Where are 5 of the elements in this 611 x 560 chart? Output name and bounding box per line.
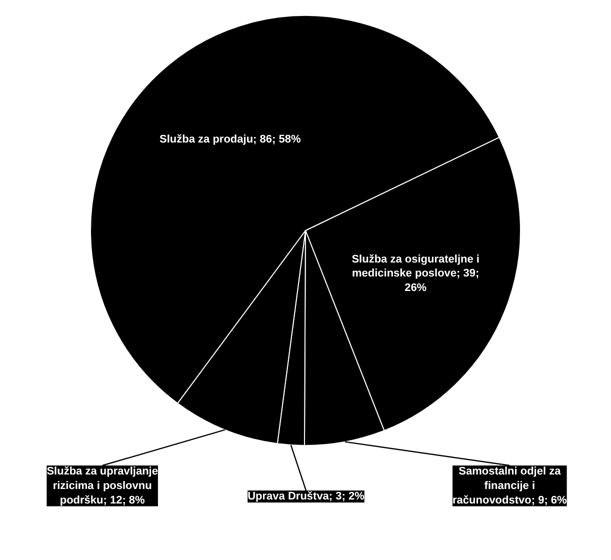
slice-label: Služba za prodaju; 86; 58%: [160, 133, 301, 146]
slice-label: Služba za osigurateljne i medicinske poslove; 39; 26%: [352, 253, 480, 294]
slice-label: Uprava Društva; 3; 2%: [248, 490, 365, 502]
slice-label: Služba za upravljanje rizicima i poslovnu podršku; 12; 8%: [46, 466, 158, 506]
slice-label: Samostalni odjel za financije i računovodstvo; 9; 6%: [452, 466, 568, 506]
